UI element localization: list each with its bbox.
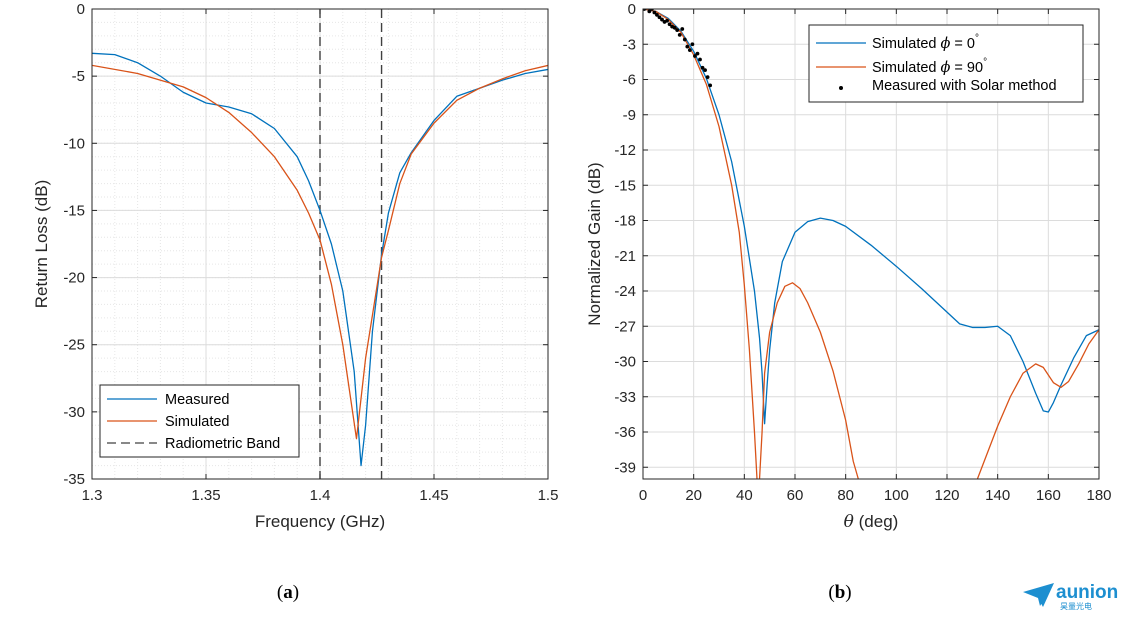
data-point (698, 57, 702, 62)
data-point (667, 22, 672, 27)
axes-box (642, 8, 1100, 480)
y-tick-label: -30 (63, 404, 85, 421)
data-point (682, 37, 687, 42)
y-tick-label: -6 (623, 72, 636, 89)
legend-entry: Simulated ϕ = 0° (872, 33, 979, 52)
data-point (690, 42, 695, 47)
paper-plane-icon (1023, 583, 1054, 607)
x-axis-label: Frequency (GHz) (255, 512, 385, 531)
y-axis-label: Normalized Gain (dB) (585, 162, 604, 325)
series-line-second (92, 64, 548, 440)
series-line-first (92, 52, 548, 467)
y-tick-label: -27 (614, 318, 636, 335)
y-tick-label: -35 (63, 471, 85, 488)
x-tick-label: 0 (639, 487, 647, 504)
x-tick-label: 60 (787, 487, 804, 504)
x-tick-label: 1.45 (419, 487, 448, 504)
legend-box (808, 24, 1084, 103)
data-point (680, 27, 685, 31)
y-tick-label: -20 (63, 270, 85, 287)
y-tick-label: -33 (614, 389, 636, 406)
legend-entry: Simulated (165, 414, 229, 430)
data-point (703, 68, 707, 72)
y-tick-label: -15 (614, 177, 636, 194)
series-line-second (643, 9, 1099, 479)
y-tick-label: 0 (628, 1, 636, 18)
y-tick-label: -39 (614, 459, 636, 476)
x-tick-label: 40 (736, 487, 753, 504)
data-point (652, 10, 657, 15)
y-tick-label: -9 (623, 107, 636, 124)
y-tick-label: -36 (614, 424, 636, 441)
watermark-text: aunion (1056, 582, 1118, 603)
data-point (660, 17, 664, 22)
data-point (700, 65, 705, 70)
panel-label-b: (b) (828, 582, 851, 603)
x-tick-label: 160 (1036, 487, 1061, 504)
x-tick-label: 140 (985, 487, 1010, 504)
x-tick-label: 20 (685, 487, 702, 504)
data-point (695, 51, 700, 56)
watermark-subtext: 昊量光电 (1060, 601, 1092, 611)
y-tick-label: -18 (614, 213, 636, 230)
x-tick-label: 100 (884, 487, 909, 504)
y-tick-label: -5 (72, 68, 85, 85)
data-point (687, 48, 692, 53)
chart-a: 1.3 1.35 1.4 1.45 1.5 0 -5 -10 -15 -20 -25 -30 -35 Fr… (32, 1, 558, 531)
series-measured-points (643, 9, 713, 88)
x-tick-label: 1.35 (191, 487, 220, 504)
legend-entry: Radiometric Band (165, 436, 280, 452)
legend-entry: Measured (165, 392, 229, 408)
y-tick-label: -15 (63, 202, 85, 219)
y-tick-label: -3 (623, 36, 636, 53)
panel-label-a: (a) (277, 582, 299, 603)
legend-swatch (839, 86, 843, 90)
legend-entry: Measured with Solar method (872, 78, 1057, 94)
data-point (693, 54, 697, 58)
data-point (657, 15, 662, 20)
watermark-logo: aunion 昊量光电 (1023, 582, 1118, 611)
y-tick-label: -10 (63, 135, 85, 152)
y-tick-label: -25 (63, 337, 85, 354)
data-point (677, 32, 682, 37)
y-tick-label: -24 (614, 283, 636, 300)
legend-a: Measured Simulated Radiometric Band (99, 384, 300, 458)
x-tick-label: 180 (1086, 487, 1111, 504)
legend-entry: Simulated ϕ = 90° (872, 57, 987, 76)
data-point (655, 12, 659, 17)
data-point (675, 28, 680, 33)
plot-content (92, 9, 548, 479)
y-tick-label: -21 (614, 248, 636, 265)
y-tick-label: 0 (77, 1, 85, 18)
plot-content (643, 9, 1099, 479)
data-point (647, 9, 652, 14)
y-tick-label: -12 (614, 142, 636, 159)
x-tick-label: 80 (837, 487, 854, 504)
x-tick-label: 1.4 (310, 487, 331, 504)
series-line-first (643, 9, 1099, 425)
chart-b: 0 20 40 60 80 100 120 140 160 180 0 -3 -6 -9 -12 -15 -18… (585, 1, 1112, 532)
x-tick-label: 1.5 (538, 487, 559, 504)
data-point (665, 18, 669, 23)
x-tick-label: 120 (934, 487, 959, 504)
data-point (705, 75, 710, 80)
y-tick-label: -30 (614, 354, 636, 371)
y-axis-label: Return Loss (dB) (32, 180, 51, 309)
data-point (672, 25, 677, 30)
data-point (685, 44, 690, 49)
x-tick-label: 1.3 (82, 487, 103, 504)
data-point (708, 83, 713, 88)
x-axis-label: θ (deg) (844, 512, 899, 532)
legend-b: Simulated ϕ = 0° Simulated ϕ = 90° Measure… (808, 24, 1084, 103)
